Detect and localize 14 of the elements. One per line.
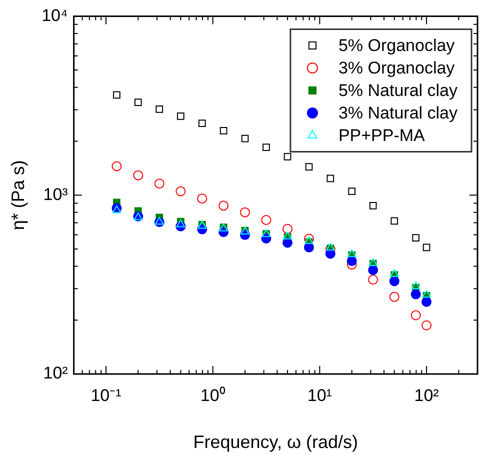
x-tick-label: 10⁻¹ [90, 386, 122, 405]
legend-label: 5% Natural clay [338, 81, 458, 100]
x-tick-label: 10¹ [307, 386, 332, 405]
legend-label: 5% Organoclay [338, 36, 456, 56]
y-tick-label: 10³ [43, 184, 68, 204]
legend-label: 3% Natural clay [338, 104, 458, 123]
x-tick-label: 10⁰ [200, 386, 226, 405]
legend-label: PP+PP-MA [338, 126, 426, 146]
x-tick-label: 10² [414, 386, 440, 405]
y-tick-label: 10² [43, 364, 68, 383]
y-tick-label: 10⁴ [42, 6, 68, 25]
legend-label: 3% Organoclay [338, 58, 456, 78]
y-axis-title: η* (Pa s) [8, 160, 28, 230]
x-axis-title: Frequency, ω (rad/s) [193, 432, 358, 452]
